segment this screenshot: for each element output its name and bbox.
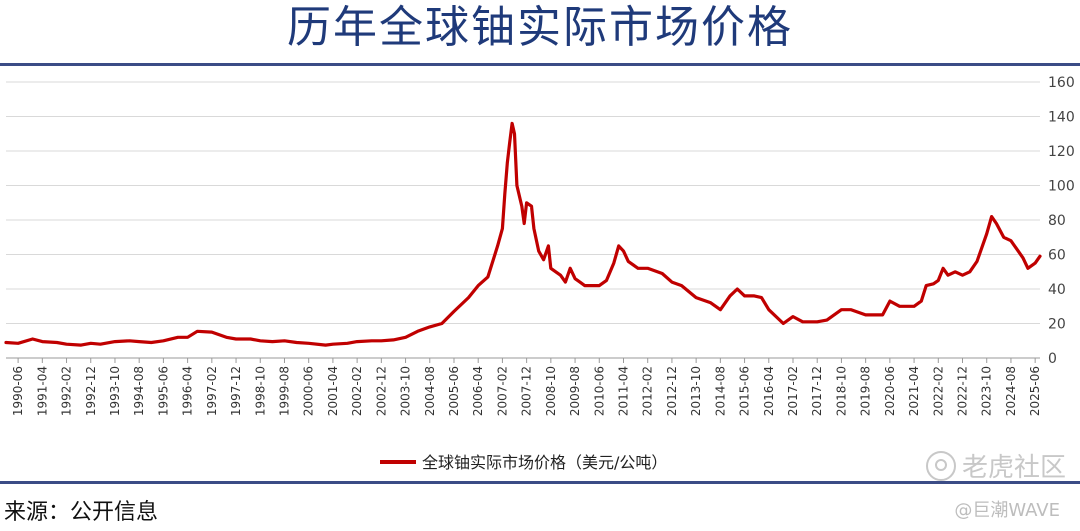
x-tick-label: 2021-04 xyxy=(907,366,921,416)
y-tick-label: 120 xyxy=(1048,144,1075,160)
x-axis: 1990-06 1991-04 1992-02 1992-12 1993-10 1994-… xyxy=(11,358,1042,416)
x-tick-label: 2025-06 xyxy=(1028,366,1042,416)
y-tick-label: 0 xyxy=(1048,351,1057,367)
x-tick-label: 2018-10 xyxy=(834,366,848,416)
author-handle: @巨潮WAVE xyxy=(954,500,1060,521)
x-tick-label: 2017-12 xyxy=(810,366,824,416)
x-tick-label: 2001-04 xyxy=(326,366,340,416)
x-tick-label: 2022-12 xyxy=(956,366,970,416)
x-tick-label: 1992-02 xyxy=(60,366,74,416)
legend: 全球铀实际市场价格（美元/公吨） xyxy=(380,453,667,472)
x-tick-label: 2012-02 xyxy=(641,366,655,416)
x-tick-label: 1994-08 xyxy=(132,366,146,416)
line-chart: 0 20 40 60 80 100 120 140 160 1990-06 1991-04 1992… xyxy=(4,75,1075,472)
x-tick-label: 2013-10 xyxy=(689,366,703,416)
x-tick-label: 2014-08 xyxy=(713,366,727,416)
x-tick-label: 2005-06 xyxy=(447,366,461,416)
x-tick-label: 1997-02 xyxy=(205,366,219,416)
watermark: 老虎社区 xyxy=(925,447,1066,484)
x-tick-label: 2007-12 xyxy=(520,366,534,416)
x-tick-label: 2020-06 xyxy=(883,366,897,416)
y-tick-label: 100 xyxy=(1048,179,1075,195)
x-tick-label: 2023-10 xyxy=(980,366,994,416)
gridlines xyxy=(6,81,1040,359)
x-tick-label: 2002-02 xyxy=(350,366,364,416)
y-tick-label: 140 xyxy=(1048,110,1075,126)
x-tick-label: 2019-08 xyxy=(859,366,873,416)
x-tick-label: 1991-04 xyxy=(35,366,49,416)
x-tick-label: 2012-12 xyxy=(665,366,679,416)
x-tick-label: 2002-12 xyxy=(374,366,388,416)
x-tick-label: 2011-04 xyxy=(616,366,630,416)
x-tick-label: 2024-08 xyxy=(1004,366,1018,416)
legend-label: 全球铀实际市场价格（美元/公吨） xyxy=(422,453,667,472)
x-tick-label: 2000-06 xyxy=(302,366,316,416)
x-tick-label: 1996-04 xyxy=(181,366,195,416)
x-tick-label: 1997-12 xyxy=(229,366,243,416)
x-tick-label: 1995-06 xyxy=(156,366,170,416)
source-note: 来源：公开信息 xyxy=(4,500,159,525)
x-tick-label: 2022-02 xyxy=(931,366,945,416)
title-divider xyxy=(0,63,1080,66)
x-tick-label: 2015-06 xyxy=(738,366,752,416)
chart-title: 历年全球铀实际市场价格 xyxy=(287,2,793,53)
x-tick-label: 1998-10 xyxy=(253,366,267,416)
series-group xyxy=(4,121,1042,347)
x-tick-label: 2008-10 xyxy=(544,366,558,416)
y-tick-label: 80 xyxy=(1048,213,1066,229)
x-tick-label: 2004-08 xyxy=(423,366,437,416)
x-tick-label: 2006-04 xyxy=(471,366,485,416)
tiger-logo-icon xyxy=(925,451,956,481)
x-tick-label: 1990-06 xyxy=(11,366,25,416)
x-tick-label: 1999-08 xyxy=(277,366,291,416)
series-line-0 xyxy=(4,121,1042,347)
x-tick-label: 2007-02 xyxy=(495,366,509,416)
x-tick-label: 2003-10 xyxy=(399,366,413,416)
x-tick-label: 1992-12 xyxy=(84,366,98,416)
y-axis: 0 20 40 60 80 100 120 140 160 xyxy=(1048,75,1075,367)
y-tick-label: 20 xyxy=(1048,317,1066,333)
footer-divider xyxy=(0,481,1080,484)
watermark-text: 老虎社区 xyxy=(961,453,1066,483)
x-tick-label: 2016-04 xyxy=(762,366,776,416)
y-tick-label: 160 xyxy=(1048,75,1075,91)
x-tick-label: 2009-08 xyxy=(568,366,582,416)
y-tick-label: 40 xyxy=(1048,282,1066,298)
x-tick-label: 2017-02 xyxy=(786,366,800,416)
y-tick-label: 60 xyxy=(1048,248,1066,264)
x-tick-label: 2010-06 xyxy=(592,366,606,416)
x-tick-label: 1993-10 xyxy=(108,366,122,416)
